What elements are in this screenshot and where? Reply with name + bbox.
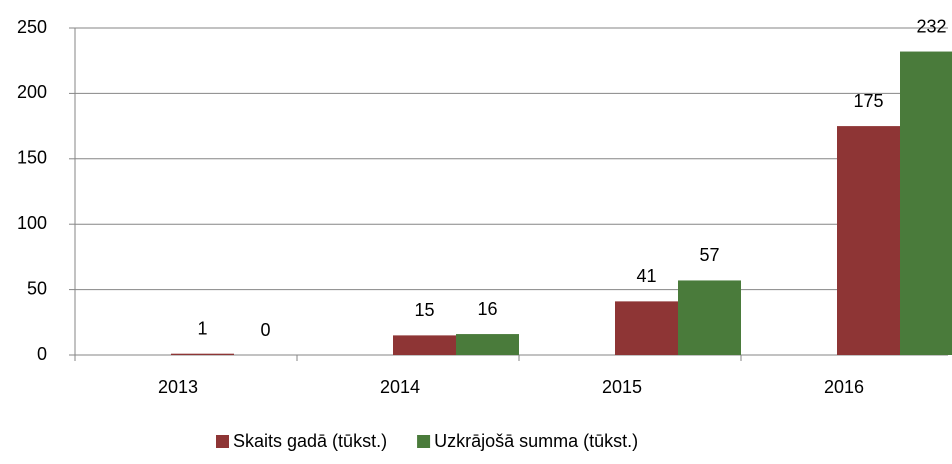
y-tick-label: 250 [17,17,47,37]
x-tick-label: 2014 [380,377,420,397]
bar [615,301,678,355]
y-tick-label: 200 [17,82,47,102]
value-label: 0 [260,320,270,340]
legend-label: Uzkrājošā summa (tūkst.) [434,431,638,451]
value-label: 16 [477,299,497,319]
y-tick-label: 100 [17,213,47,233]
x-tick-label: 2016 [824,377,864,397]
value-label: 41 [636,266,656,286]
legend-swatch [216,435,229,448]
legend-label: Skaits gadā (tūkst.) [233,431,387,451]
bar [900,51,952,355]
legend-swatch [417,435,431,448]
bar [837,126,900,355]
value-label: 57 [699,245,719,265]
bar [171,353,234,355]
value-label: 1 [197,318,207,338]
bar [393,335,456,355]
y-tick-label: 150 [17,148,47,168]
value-label: 15 [414,300,434,320]
y-tick-label: 50 [27,278,47,298]
x-tick-label: 2015 [602,377,642,397]
bar [678,280,741,355]
x-tick-label: 2013 [158,377,198,397]
value-label: 175 [853,91,883,111]
bar [456,334,519,355]
value-label: 232 [916,16,946,36]
y-tick-label: 0 [37,344,47,364]
